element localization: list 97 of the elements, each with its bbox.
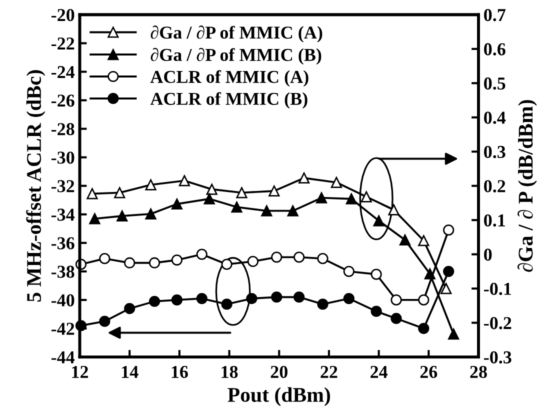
point: [443, 266, 454, 277]
y-tick-label: -32: [51, 180, 74, 192]
point: [440, 282, 452, 294]
x-tick-label: 26: [420, 366, 438, 378]
point: [261, 205, 272, 216]
y2-tick-label: -0.2: [484, 317, 512, 330]
point: [246, 292, 258, 304]
point: [124, 302, 136, 314]
point: [171, 254, 182, 266]
point: [343, 266, 354, 277]
x-tick-label: 14: [122, 366, 138, 378]
point: [388, 204, 400, 216]
y2-tick-label: 0.6: [484, 43, 506, 56]
point: [343, 292, 354, 304]
point: [124, 257, 136, 268]
y-tick-label: -30: [51, 152, 74, 164]
point: [360, 191, 372, 202]
point: [196, 248, 208, 260]
point: [370, 306, 382, 317]
point: [247, 256, 259, 267]
y2-tick-label: -0.3: [484, 351, 512, 364]
point: [390, 294, 402, 306]
y-tick-label: -38: [51, 266, 74, 278]
point: [236, 187, 248, 198]
y2-tick-label: 0.7: [484, 8, 506, 22]
point: [399, 234, 411, 246]
point: [346, 193, 357, 204]
y2-tick-label: 0.2: [484, 180, 506, 192]
point: [171, 294, 182, 306]
x-axis-title: Pout (dBm): [228, 387, 330, 406]
point: [148, 296, 160, 307]
x-tick-label: 20: [270, 366, 288, 378]
point: [330, 176, 342, 188]
point: [373, 215, 384, 226]
y2-tick-label: 0.3: [484, 146, 506, 158]
point: [114, 187, 126, 198]
point: [206, 184, 218, 195]
point: [116, 210, 128, 222]
legend-label: ∂Ga / ∂P of MMIC (A): [150, 26, 322, 42]
x-tick-label: 28: [470, 366, 487, 378]
point: [148, 257, 160, 268]
point: [231, 202, 242, 213]
point: [298, 172, 310, 184]
point: [178, 175, 190, 186]
y-tick-label: -20: [51, 8, 74, 22]
point: [171, 198, 182, 210]
x-tick-label: 12: [72, 366, 88, 378]
point: [370, 268, 382, 280]
x-tick-label: 24: [370, 366, 388, 378]
point: [221, 298, 232, 310]
x-tick-label: 18: [222, 366, 238, 378]
point: [317, 298, 328, 310]
legend-label: ACLR of MMIC (B): [150, 92, 308, 109]
point: [287, 205, 298, 216]
point: [196, 292, 208, 304]
y2-tick-label: -0.1: [484, 282, 512, 296]
point: [294, 252, 305, 263]
point: [89, 213, 100, 224]
y-tick-label: -22: [51, 38, 74, 50]
y2-tick-label: 0: [484, 248, 492, 261]
point: [99, 253, 110, 264]
point: [145, 179, 156, 190]
y-tick-label: -28: [51, 123, 74, 136]
point: [448, 328, 460, 340]
point: [271, 252, 282, 263]
point: [145, 208, 156, 220]
y-tick-label: -34: [51, 208, 75, 221]
point: [418, 294, 430, 306]
y-tick-label: -24: [51, 66, 75, 78]
point: [294, 292, 305, 303]
point: [99, 316, 110, 327]
y2-axis-title: ∂Ga / ∂ P (dB/dBm): [518, 100, 537, 272]
y2-tick-label: 0.1: [484, 214, 505, 227]
y-tick-label: -42: [51, 322, 74, 335]
legend-label: ∂Ga / ∂P of MMIC (B): [150, 48, 322, 65]
y-axis-title: 5 MHz-offset ACLR (dBc): [26, 70, 46, 302]
point: [86, 188, 98, 200]
point: [316, 192, 328, 204]
point: [418, 235, 430, 246]
point: [268, 185, 280, 197]
point: [424, 268, 436, 280]
y2-tick-label: 0.5: [484, 77, 506, 90]
point: [390, 312, 402, 324]
y-tick-label: -40: [51, 294, 74, 306]
x-tick-label: 16: [172, 366, 188, 378]
point: [317, 253, 328, 264]
point: [443, 224, 454, 236]
point: [271, 292, 282, 303]
point: [221, 258, 232, 270]
y2-tick-label: 0.4: [484, 112, 506, 124]
y-tick-label: -26: [51, 94, 74, 107]
point: [204, 193, 215, 204]
y-tick-label: -36: [51, 237, 74, 250]
x-tick-label: 22: [320, 366, 338, 378]
point: [418, 322, 430, 334]
legend-label: ACLR of MMIC (A): [150, 70, 308, 87]
y-tick-label: -44: [51, 351, 75, 364]
